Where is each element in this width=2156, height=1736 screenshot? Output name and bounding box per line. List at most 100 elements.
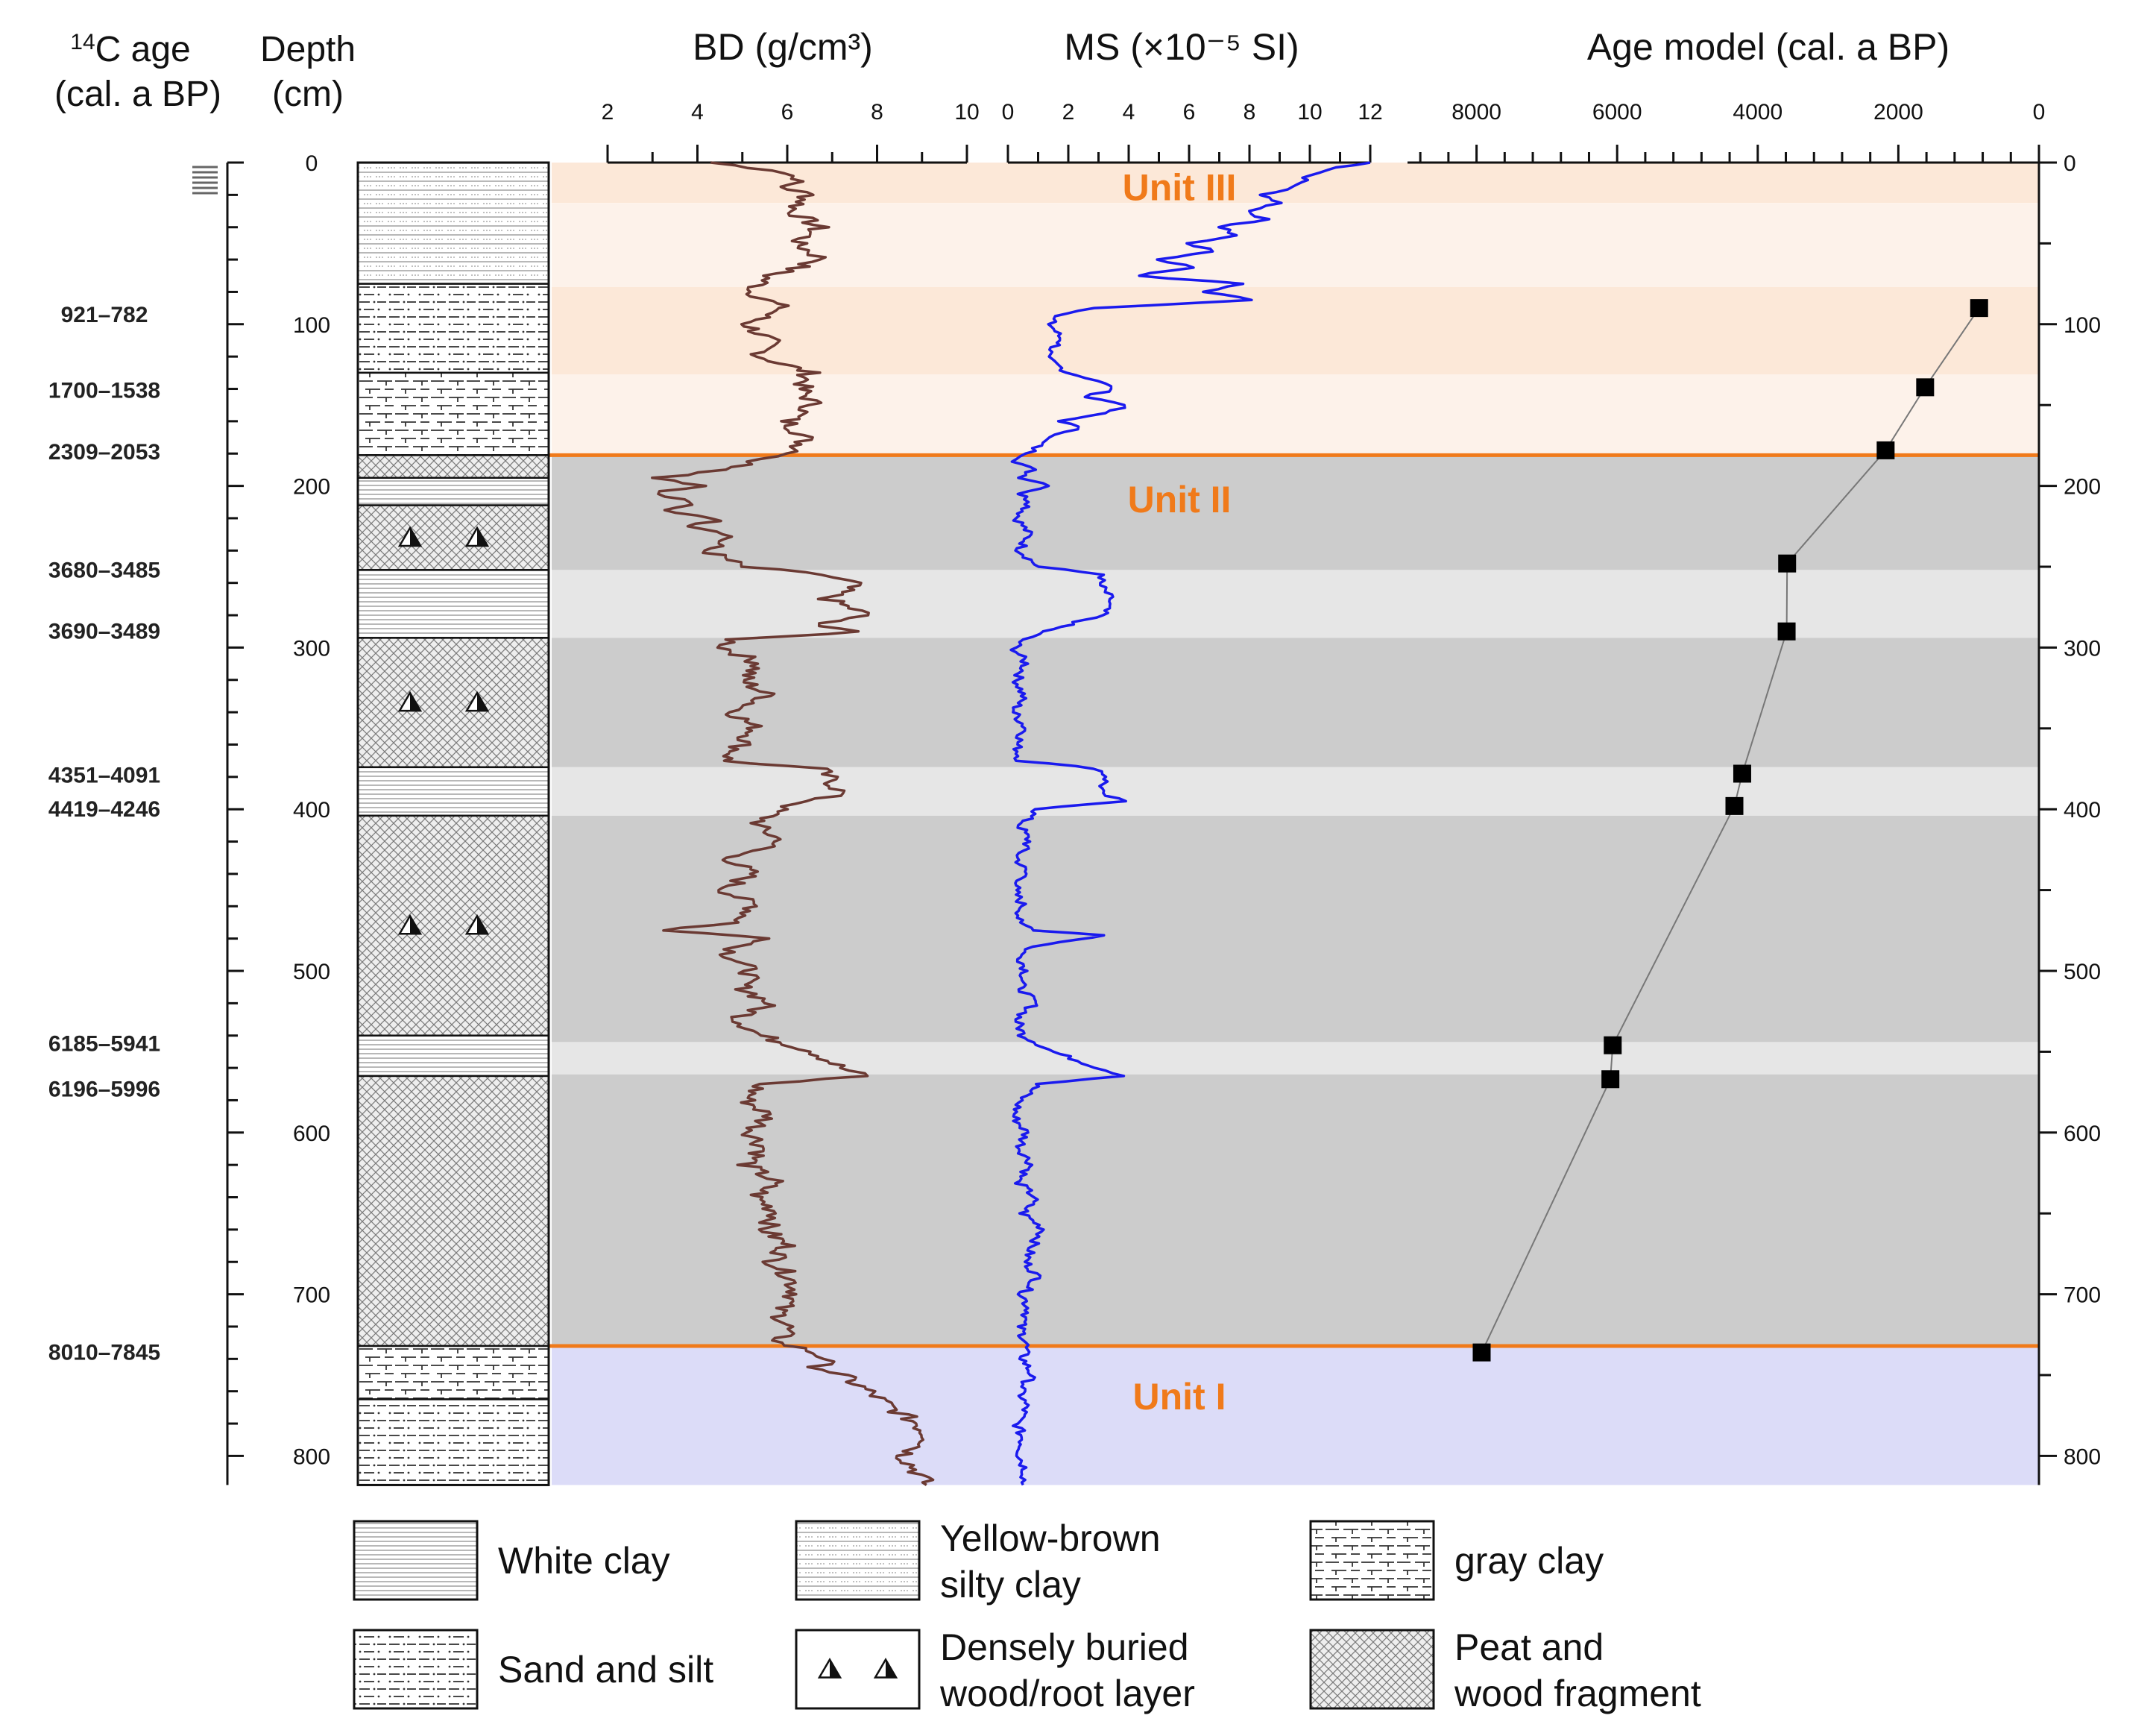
legend-label-line1: Peat and: [1454, 1626, 1604, 1668]
depth-tick-label-left: 400: [293, 798, 330, 823]
lithology-layer-peat-wood: [356, 637, 550, 769]
depth-tick-label-right: 500: [2064, 960, 2101, 984]
ms-tick-label: 0: [1002, 100, 1015, 125]
legend-label: White clay: [498, 1540, 670, 1582]
triangle-fill: [410, 916, 420, 934]
legend-label: Sand and silt: [498, 1649, 713, 1691]
unit-band: [552, 455, 2039, 570]
legend-label-line2: silty clay: [940, 1564, 1081, 1606]
c14-superscript: 14: [70, 30, 95, 54]
unit-label: Unit III: [1123, 167, 1237, 209]
legend-item-wood: Densely buried wood/root layer: [795, 1626, 1195, 1714]
bd-tick-label: 8: [871, 100, 883, 125]
c14-age-label: 6196–5996: [48, 1077, 160, 1101]
lithology-layer-peat: [356, 454, 550, 479]
age-model-line: [1481, 307, 1980, 1353]
legend-label-line2: wood fragment: [1454, 1673, 1701, 1714]
age-tick-label: 6000: [1592, 100, 1642, 125]
age-model-point: [1970, 299, 1988, 318]
triangle-fill: [410, 693, 420, 711]
triangle-fill: [410, 527, 420, 546]
wood-root-symbol: [397, 691, 423, 712]
depth-tick-label-left: 600: [293, 1122, 330, 1146]
triangle-fill: [886, 1659, 896, 1678]
ms-tick-label: 12: [1358, 100, 1382, 125]
unit-boundaries: [358, 453, 2039, 1348]
unit-labels: Unit III Unit II Unit I: [1123, 167, 1237, 1418]
depth-tick-label-left: 300: [293, 636, 330, 661]
unit-band: [552, 286, 2039, 375]
age-model-point: [1604, 1036, 1622, 1054]
legend-swatch: [795, 1520, 921, 1601]
depth-unit: (cm): [272, 75, 344, 114]
c14-age-label: 3680–3485: [48, 558, 160, 582]
legend-item-peat: Peat and wood fragment: [1309, 1626, 1701, 1714]
age-model-point: [1601, 1070, 1620, 1089]
lithology-layer-white: [356, 569, 550, 639]
c14-age-unit: (cal. a BP): [54, 75, 221, 114]
ms-tick-label: 10: [1297, 100, 1322, 125]
ms-curve: [1009, 161, 1371, 1486]
age-tick-label: 0: [2033, 100, 2046, 125]
wood-root-symbol: [873, 1658, 898, 1679]
lithology-frame: [356, 161, 550, 1486]
unit-band: [552, 638, 2039, 767]
legend: White clay Yellow-brown silty clay gray cla…: [353, 1518, 1701, 1714]
wood-root-symbol: [464, 691, 490, 712]
wood-root-symbol: [397, 526, 423, 547]
legend-swatch: [1309, 1629, 1435, 1710]
lithology-layer-gray: [356, 371, 550, 456]
c14-age-label: 8010–7845: [48, 1341, 160, 1365]
lithology-layer-yellow-brown: [356, 161, 550, 285]
depth-tick-label-right: 0: [2064, 151, 2076, 176]
column-headers: 14C age (cal. a BP) Depth (cm) BD (g/cm³…: [54, 26, 1949, 114]
wood-root-symbol: [817, 1658, 842, 1679]
age-model-title: Age model (cal. a BP): [1587, 26, 1949, 68]
depth-tick-label-right: 100: [2064, 313, 2101, 338]
c14-age-label: 1700–1538: [48, 379, 160, 403]
wood-root-symbol: [464, 526, 490, 547]
legend-label-line1: Densely buried: [940, 1626, 1189, 1668]
legend-label: gray clay: [1454, 1540, 1604, 1582]
c14-age-header: 14C age: [70, 30, 190, 69]
unit-band: [552, 767, 2039, 816]
triangle-fill: [477, 527, 488, 546]
ms-title: MS (×10⁻⁵ SI): [1064, 26, 1299, 68]
unit-band: [552, 1074, 2039, 1346]
c14-header-text: C age: [95, 30, 191, 69]
axes: 0100200300400500600700800010020030040050…: [192, 100, 2101, 1485]
lithology-layer-white: [356, 766, 550, 817]
legend-swatch: [795, 1629, 921, 1710]
ms-tick-label: 8: [1244, 100, 1256, 125]
legend-item-yellow-brown: Yellow-brown silty clay: [795, 1518, 1161, 1606]
age-model-point: [1916, 378, 1935, 397]
unit-band: [552, 1042, 2039, 1075]
legend-item-white: White clay: [353, 1520, 670, 1601]
unit-band: [552, 374, 2039, 456]
c14-age-label: 3690–3489: [48, 620, 160, 644]
lithology-layer-peat-wood: [356, 504, 550, 571]
depth-tick-label-left: 800: [293, 1444, 330, 1469]
unit-label: Unit I: [1133, 1376, 1226, 1418]
lithology-column: [356, 161, 550, 1486]
triangle-fill: [830, 1659, 840, 1678]
unit-label: Unit II: [1128, 479, 1232, 521]
legend-item-sand: Sand and silt: [353, 1629, 713, 1710]
age-tick-label: 8000: [1451, 100, 1501, 125]
ms-tick-label: 4: [1123, 100, 1135, 125]
legend-label-line2: wood/root layer: [939, 1673, 1195, 1714]
age-model-point: [1777, 622, 1796, 641]
unit-band: [552, 570, 2039, 638]
age-tick-label: 2000: [1873, 100, 1923, 125]
c14-age-label: 4419–4246: [48, 797, 160, 822]
depth-tick-label-left: 0: [306, 151, 318, 176]
depth-tick-label-left: 100: [293, 313, 330, 338]
c14-age-label: 4351–4091: [48, 764, 160, 788]
depth-tick-label-right: 300: [2064, 636, 2101, 661]
lithology-layer-white: [356, 477, 550, 506]
legend-swatch: [353, 1520, 479, 1601]
unit-background-bands: [552, 163, 2039, 1485]
c14-age-labels: 921–782 1700–1538 2309–2053 3680–3485 3690–3…: [48, 303, 160, 1365]
c14-age-label: 6185–5941: [48, 1032, 160, 1057]
legend-label-line1: Yellow-brown: [940, 1518, 1161, 1559]
